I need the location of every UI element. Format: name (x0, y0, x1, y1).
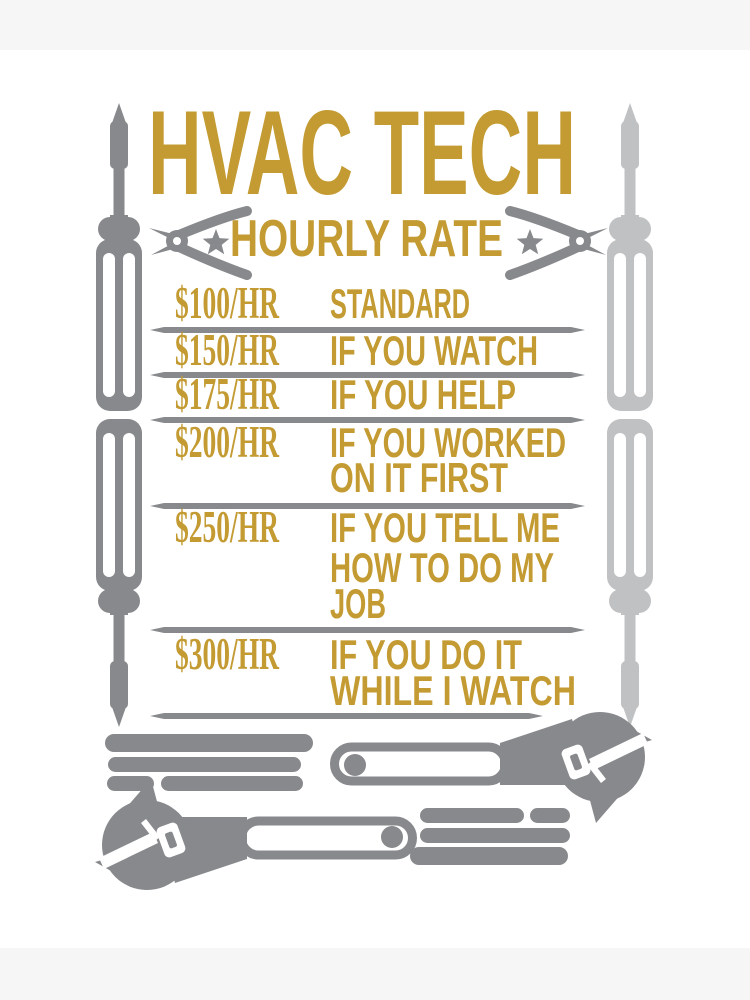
tool-bars-top-left (105, 734, 313, 791)
bar (107, 776, 154, 791)
rate-row: $250/HR IF YOU TELL ME HOW TO DO MY JOB (175, 502, 560, 627)
bar (161, 776, 303, 791)
rate-description: ON IT FIRST (330, 454, 508, 501)
rate-description: IF YOU WORKED (330, 419, 566, 466)
rate-row: $150/HR IF YOU WATCH (175, 325, 538, 375)
bar (105, 734, 313, 752)
bottom-margin-band (0, 948, 750, 1000)
rate-description: IF YOU DO IT (330, 631, 522, 678)
rate-value: $100/HR (175, 278, 279, 328)
rate-value: $200/HR (175, 417, 279, 467)
subtitle-group: HOURLY RATE (149, 210, 608, 275)
rate-value: $250/HR (175, 502, 279, 552)
bar (420, 828, 570, 843)
bar (420, 808, 524, 823)
rate-description: IF YOU HELP (330, 371, 516, 418)
divider-line (150, 327, 585, 333)
rate-description: IF YOU WATCH (330, 327, 538, 374)
tool-bars-bottom-right (410, 808, 570, 865)
bar (108, 757, 301, 772)
top-margin-band (0, 0, 750, 50)
divider-line (150, 503, 585, 509)
rate-value: $300/HR (175, 629, 279, 679)
bar (410, 847, 568, 865)
rate-description: HOW TO DO MY (330, 544, 554, 591)
rate-description: JOB (330, 580, 386, 627)
rate-table: $100/HR STANDARD $150/HR IF YOU WATCH $1… (150, 278, 585, 719)
poster-title: HVAC TECH (148, 86, 576, 220)
divider-line (150, 372, 585, 378)
rate-description: STANDARD (330, 280, 470, 327)
poster-subtitle: HOURLY RATE (230, 210, 503, 268)
rate-row: $175/HR IF YOU HELP (175, 369, 516, 419)
rate-row: $300/HR IF YOU DO IT WHILE I WATCH (175, 629, 576, 714)
divider-line (150, 713, 543, 719)
rate-row: $200/HR IF YOU WORKED ON IT FIRST (175, 417, 566, 501)
rate-row: $100/HR STANDARD (175, 278, 470, 328)
bar (530, 808, 570, 823)
bottom-tools (95, 712, 652, 890)
rate-description: IF YOU TELL ME (330, 504, 560, 551)
divider-line (150, 627, 585, 633)
rate-description: WHILE I WATCH (330, 667, 576, 714)
rate-value: $150/HR (175, 325, 279, 375)
rate-value: $175/HR (175, 369, 279, 419)
divider-line (150, 417, 585, 423)
